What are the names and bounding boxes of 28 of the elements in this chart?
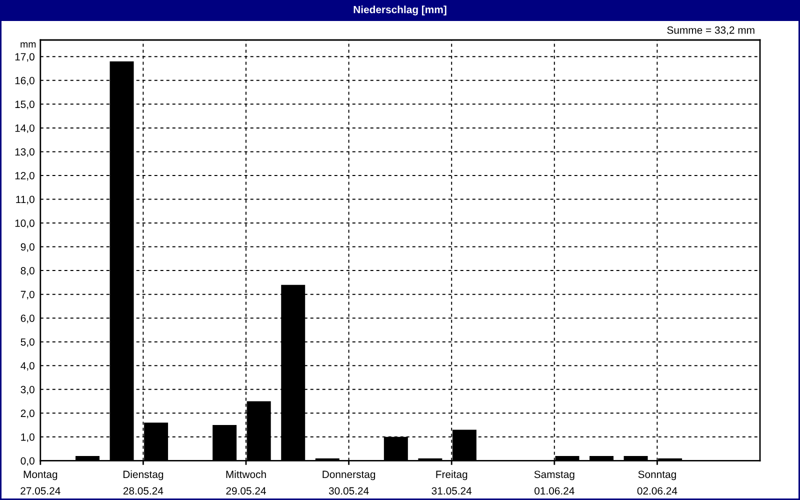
y-tick-label: 13,0 — [15, 148, 34, 157]
y-tick-label: 2,0 — [20, 410, 34, 418]
y-tick-label: 10,0 — [15, 220, 34, 228]
x-tick-label: Freitag 31.05.24 — [432, 470, 472, 495]
y-tick-label: 0,0 — [20, 457, 34, 466]
x-tick-label: Dienstag 28.05.24 — [123, 470, 164, 495]
x-tick-label: Samstag 01.06.24 — [534, 470, 574, 495]
x-tick-label: Sonntag 02.06.24 — [637, 470, 678, 495]
y-tick-label: 14,0 — [15, 124, 34, 134]
y-tick-label: 3,0 — [20, 386, 34, 394]
x-tick-label: Montag 27.05.24 — [20, 470, 60, 495]
y-tick-label: 15,0 — [15, 100, 34, 110]
x-tick-label: Donnerstag 30.05.24 — [322, 470, 376, 495]
y-tick-label: 8,0 — [20, 267, 34, 276]
y-tick-label: 4,0 — [20, 362, 34, 371]
y-tick-label: 9,0 — [20, 243, 34, 252]
y-tick-label: 6,0 — [20, 314, 34, 324]
y-tick-label: 17,0 — [15, 53, 34, 62]
text: Summe = 33,2 mm — [667, 26, 754, 36]
y-tick-label: 5,0 — [20, 338, 34, 347]
y-tick-label: 7,0 — [20, 290, 34, 300]
y-tick-label: 1,0 — [21, 433, 34, 442]
y-tick-label: 16,0 — [15, 76, 34, 86]
y-tick-label: 12,0 — [15, 172, 34, 181]
y-axis-title: mm — [20, 42, 36, 48]
y-tick-label: 11,0 — [16, 196, 34, 204]
chart-title: Niederschlag [mm] — [354, 6, 446, 16]
x-tick-label: Mittwoch 29.05.24 — [226, 470, 266, 495]
